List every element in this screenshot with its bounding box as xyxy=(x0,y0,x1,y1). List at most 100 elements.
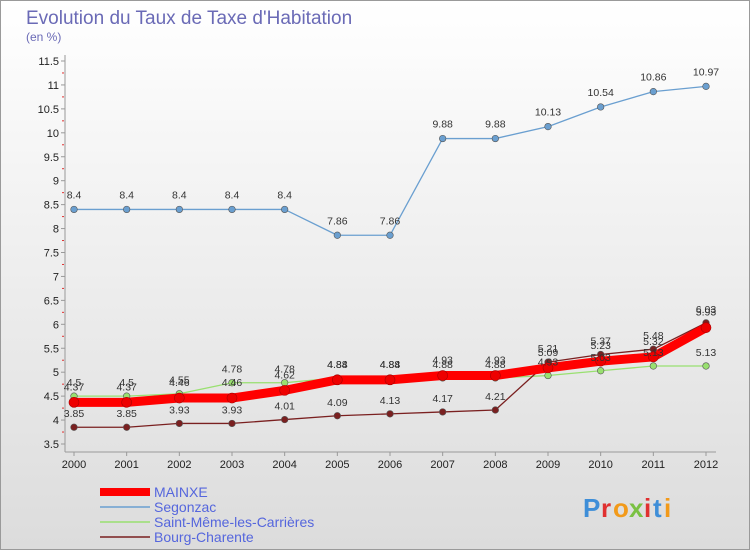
data-label: 4.62 xyxy=(274,369,295,381)
data-label: 5.13 xyxy=(696,347,717,359)
y-tick-label: 5 xyxy=(53,367,59,379)
x-tick-label: 2009 xyxy=(536,459,560,471)
data-label: 4.17 xyxy=(432,393,453,405)
data-label: 4.93 xyxy=(485,355,506,367)
data-label: 9.88 xyxy=(485,119,506,131)
data-label: 8.4 xyxy=(225,189,240,201)
data-label: 5.09 xyxy=(538,347,559,359)
data-point xyxy=(70,423,78,431)
data-label: 3.85 xyxy=(64,408,85,420)
data-label: 4.88 xyxy=(485,359,506,371)
data-label: 6.03 xyxy=(696,304,717,316)
data-point xyxy=(123,205,131,214)
brand-letter: i xyxy=(664,493,671,523)
data-point xyxy=(597,103,605,111)
data-point xyxy=(70,205,78,214)
data-point xyxy=(228,205,236,214)
data-point xyxy=(386,410,394,418)
legend-label: Bourg-Charente xyxy=(154,529,254,545)
data-point xyxy=(175,205,183,214)
data-label: 4.84 xyxy=(327,359,348,371)
y-tick-label: 6 xyxy=(53,319,59,331)
y-tick-label: 6.5 xyxy=(44,295,59,307)
chart-subtitle: (en %) xyxy=(26,30,61,44)
data-point xyxy=(700,322,712,333)
data-point xyxy=(386,231,394,239)
data-point xyxy=(384,374,396,386)
legend-label: Saint-Même-les-Carrières xyxy=(154,514,314,530)
data-label: 4.88 xyxy=(380,359,401,371)
data-point xyxy=(333,231,341,239)
data-point xyxy=(439,134,447,143)
y-tick-label: 3.5 xyxy=(44,439,59,451)
data-point xyxy=(648,351,659,363)
data-label: 5.23 xyxy=(590,340,611,352)
brand-letter: o xyxy=(613,493,629,523)
data-point xyxy=(68,397,80,408)
y-tick-label: 9 xyxy=(53,176,59,188)
data-point xyxy=(649,88,657,96)
data-point xyxy=(123,423,131,431)
data-point xyxy=(228,419,236,428)
data-label: 5.48 xyxy=(643,330,664,342)
data-label: 8.4 xyxy=(119,189,134,201)
x-tick-label: 2006 xyxy=(378,459,402,471)
data-label: 3.85 xyxy=(116,408,137,420)
data-point xyxy=(595,355,606,367)
brand-letter: r xyxy=(601,493,611,523)
brand-letter: i xyxy=(644,493,651,523)
data-label: 4.46 xyxy=(169,377,190,389)
data-point xyxy=(281,415,289,424)
data-label: 5.32 xyxy=(643,336,664,348)
data-label: 4.5 xyxy=(119,377,134,389)
data-label: 4.09 xyxy=(327,397,348,409)
data-point xyxy=(490,370,501,381)
x-tick-label: 2004 xyxy=(272,459,296,471)
data-point xyxy=(437,370,448,381)
data-point xyxy=(121,397,132,408)
data-label: 8.4 xyxy=(277,189,292,201)
brand-letter: t xyxy=(653,493,662,523)
series-line-1 xyxy=(73,85,707,236)
legend: MAINXESegonzacSaint-Même-les-CarrièresBo… xyxy=(100,484,314,545)
data-point xyxy=(544,122,552,131)
data-label: 8.4 xyxy=(67,189,82,201)
data-point xyxy=(491,134,499,143)
x-tick-label: 2000 xyxy=(62,459,86,471)
data-label: 4.88 xyxy=(432,359,453,371)
data-label: 10.86 xyxy=(640,72,666,84)
data-label: 7.86 xyxy=(380,215,401,227)
data-point xyxy=(332,374,343,386)
data-label: 4.21 xyxy=(485,391,506,403)
chart-title: Evolution du Taux de Taxe d'Habitation xyxy=(26,8,352,29)
data-label: 10.97 xyxy=(693,66,719,78)
data-label: 7.86 xyxy=(327,215,348,227)
data-label: 4.84 xyxy=(380,359,401,371)
data-point xyxy=(281,205,289,214)
data-point xyxy=(279,385,290,396)
data-point xyxy=(174,392,185,404)
data-point xyxy=(544,371,552,380)
data-label: 4.5 xyxy=(67,377,82,389)
y-tick-label: 8 xyxy=(53,224,59,236)
y-tick-label: 4 xyxy=(53,415,59,427)
legend-label: Segonzac xyxy=(154,499,216,515)
x-tick-label: 2010 xyxy=(588,459,612,471)
data-label: 5.93 xyxy=(696,307,717,319)
data-label: 10.54 xyxy=(588,87,614,99)
data-point xyxy=(175,419,183,428)
y-tick-label: 9.5 xyxy=(44,152,59,164)
data-label: 4.78 xyxy=(274,364,295,376)
y-tick-label: 8.5 xyxy=(44,200,59,212)
x-tick-label: 2008 xyxy=(483,459,507,471)
data-point xyxy=(649,362,657,370)
y-tick-label: 11.5 xyxy=(38,56,59,68)
data-label: 4.46 xyxy=(222,377,243,389)
data-point xyxy=(491,406,499,414)
data-label: 8.4 xyxy=(172,189,187,201)
data-label: 5.13 xyxy=(643,347,664,359)
data-label: 4.55 xyxy=(169,375,190,387)
data-label: 4.37 xyxy=(116,381,137,393)
x-tick-label: 2001 xyxy=(114,459,138,471)
